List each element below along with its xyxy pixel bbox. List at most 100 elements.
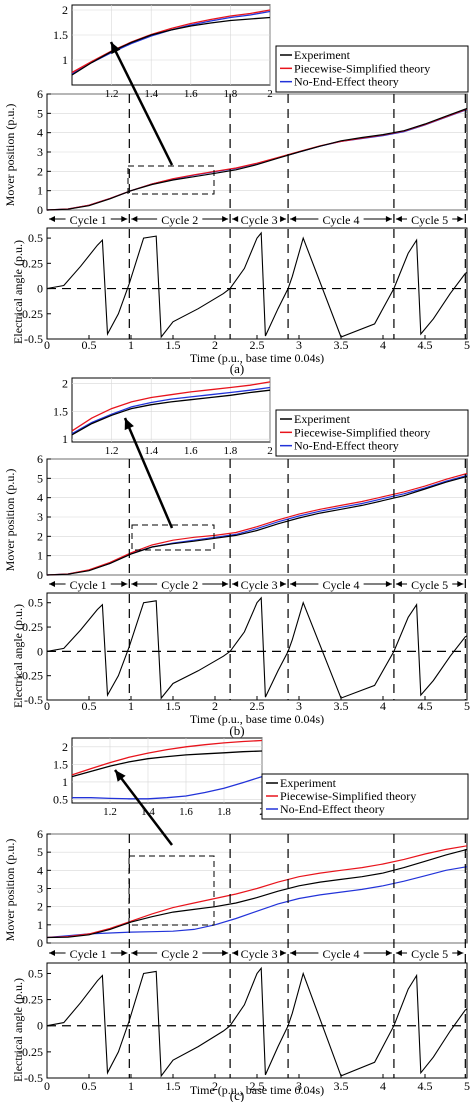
cycle-label: Cycle 5 bbox=[411, 947, 448, 961]
electrical-angle-series bbox=[46, 966, 468, 1078]
angle-ytick-label: 0.25 bbox=[22, 620, 43, 634]
angle-ylabel: Electrical angle (p.u.) bbox=[11, 240, 25, 344]
position-ytick-label: 2 bbox=[37, 164, 43, 178]
angle-ytick-label: 0.5 bbox=[28, 596, 43, 610]
angle-ytick-label: -0.5 bbox=[24, 332, 43, 346]
inset-axes-frame bbox=[71, 377, 271, 443]
inset-xtick-label: 1.6 bbox=[184, 88, 198, 100]
inset-series-piecewise bbox=[71, 381, 271, 432]
angle-xtick-label: 2 bbox=[212, 338, 218, 352]
position-series-noend bbox=[46, 108, 468, 211]
position-ytick-label: 6 bbox=[37, 827, 43, 841]
position-ytick-label: 2 bbox=[37, 900, 43, 914]
cycle-arrowhead bbox=[290, 950, 297, 956]
inset-ytick-label: 1.5 bbox=[53, 28, 68, 42]
legend-entry-label: Experiment bbox=[294, 412, 351, 426]
cycle-label: Cycle 4 bbox=[323, 578, 360, 592]
cycle-arrowhead bbox=[121, 581, 128, 587]
legend-entry-label: Piecewise-Simplified theory bbox=[294, 425, 430, 439]
angle-xtick-label: 4.5 bbox=[418, 699, 433, 713]
inset-xtick-label: 1.2 bbox=[105, 88, 119, 100]
angle-ytick-label: -0.25 bbox=[18, 1045, 43, 1059]
inset-ytick-label: 2 bbox=[62, 377, 68, 391]
angle-xtick-label: 3 bbox=[296, 1079, 302, 1093]
cycle-arrowhead bbox=[131, 581, 138, 587]
position-ylabel: Mover position (p.u.) bbox=[3, 104, 17, 207]
cycle-arrowhead bbox=[385, 216, 392, 222]
angle-xtick-label: 1.5 bbox=[166, 338, 181, 352]
angle-xtick-label: 3 bbox=[296, 338, 302, 352]
cycle-arrowhead bbox=[280, 950, 287, 956]
position-series-noend bbox=[46, 474, 468, 576]
position-ytick-label: 2 bbox=[37, 529, 43, 543]
angle-xtick-label: 1.5 bbox=[166, 699, 181, 713]
angle-ytick-label: 0.5 bbox=[28, 231, 43, 245]
angle-ytick-label: 0 bbox=[37, 644, 43, 658]
angle-xtick-label: 2.5 bbox=[250, 338, 265, 352]
cycle-label: Cycle 1 bbox=[70, 578, 107, 592]
angle-xtick-label: 1 bbox=[128, 1079, 134, 1093]
cycle-arrowhead bbox=[395, 581, 402, 587]
inset-xtick-label: 1.8 bbox=[217, 806, 231, 818]
inset-xtick-label: 1.6 bbox=[184, 445, 198, 457]
panel-caption: (c) bbox=[230, 1088, 244, 1102]
angle-ytick-label: 0 bbox=[37, 1019, 43, 1033]
legend-entry-label: No-End-Effect theory bbox=[294, 439, 399, 453]
position-ytick-label: 1 bbox=[37, 918, 43, 932]
cycle-arrowhead bbox=[457, 581, 464, 587]
inset-series-noend bbox=[72, 775, 263, 800]
inset-xtick-label: 1.8 bbox=[224, 88, 238, 100]
cycle-arrowhead bbox=[121, 216, 128, 222]
zoom-arrowhead bbox=[115, 770, 126, 782]
inset-ytick-label: 1.5 bbox=[53, 757, 68, 771]
angle-xtick-label: 0.5 bbox=[82, 1079, 97, 1093]
legend-entry-label: No-End-Effect theory bbox=[294, 75, 399, 89]
inset-ytick-label: 1 bbox=[62, 432, 68, 446]
angle-xtick-label: 1 bbox=[128, 699, 134, 713]
angle-ytick-label: 0 bbox=[37, 282, 43, 296]
zoom-arrowhead bbox=[124, 418, 134, 431]
cycle-arrowhead bbox=[131, 216, 138, 222]
position-series-experiment bbox=[46, 475, 468, 576]
cycle-arrowhead bbox=[222, 950, 229, 956]
angle-xlabel: Time (p.u., base time 0.04s) bbox=[190, 1083, 324, 1097]
position-ytick-label: 5 bbox=[37, 471, 43, 485]
cycle-label: Cycle 2 bbox=[161, 578, 198, 592]
legend-entry-label: Experiment bbox=[280, 776, 337, 790]
cycle-arrowhead bbox=[131, 950, 138, 956]
inset-series-noend bbox=[71, 386, 271, 435]
legend-box bbox=[261, 773, 469, 820]
inset-ytick-label: 1 bbox=[62, 53, 68, 67]
inset-xtick-label: 1.4 bbox=[144, 88, 158, 100]
angle-xtick-label: 0 bbox=[44, 699, 50, 713]
angle-xtick-label: 3.5 bbox=[334, 1079, 349, 1093]
angle-xtick-label: 2.5 bbox=[250, 1079, 265, 1093]
angle-xtick-label: 1 bbox=[128, 338, 134, 352]
position-ytick-label: 5 bbox=[37, 845, 43, 859]
angle-xtick-label: 2 bbox=[212, 1079, 218, 1093]
angle-xtick-label: 3.5 bbox=[334, 699, 349, 713]
cycle-arrowhead bbox=[280, 216, 287, 222]
position-ytick-label: 0 bbox=[37, 936, 43, 950]
angle-ytick-label: -0.25 bbox=[18, 307, 43, 321]
angle-xtick-label: 3 bbox=[296, 699, 302, 713]
angle-xtick-label: 2 bbox=[212, 699, 218, 713]
cycle-arrowhead bbox=[280, 581, 287, 587]
position-ytick-label: 1 bbox=[37, 549, 43, 563]
cycle-arrowhead bbox=[49, 950, 55, 956]
cycle-label: Cycle 4 bbox=[323, 947, 360, 961]
cycle-label: Cycle 2 bbox=[161, 213, 198, 227]
inset-ytick-label: 2 bbox=[62, 740, 68, 754]
inset-xtick-label: 2 bbox=[267, 445, 273, 457]
legend-box bbox=[275, 409, 469, 457]
cycle-label: Cycle 3 bbox=[241, 578, 278, 592]
cycle-arrowhead bbox=[385, 581, 392, 587]
inset-xtick-label: 1.6 bbox=[179, 806, 193, 818]
cycle-label: Cycle 1 bbox=[70, 947, 107, 961]
zoom-arrow bbox=[123, 417, 174, 529]
cycle-label: Cycle 2 bbox=[161, 947, 198, 961]
position-series-noend bbox=[46, 866, 468, 939]
zoom-region-box bbox=[127, 165, 215, 195]
angle-ytick-label: 0.5 bbox=[28, 966, 43, 980]
cycle-label: Cycle 1 bbox=[70, 213, 107, 227]
